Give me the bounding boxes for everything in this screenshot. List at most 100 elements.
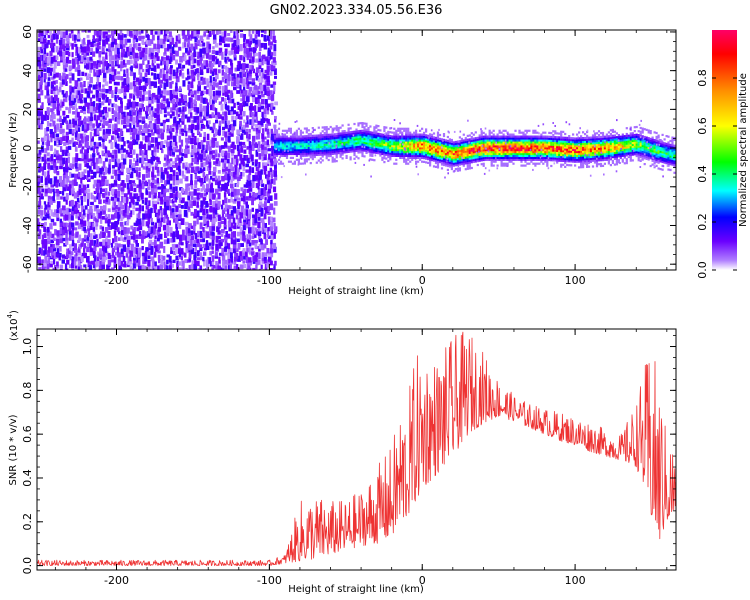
heatmap-cell [128,101,133,108]
heatmap-cell [254,227,257,231]
heatmap-cell [89,125,93,130]
heatmap-cell [218,80,223,85]
heatmap-cell [202,256,205,262]
heatmap-cell [444,154,448,157]
heatmap-cell [415,162,418,165]
heatmap-cell [158,95,161,99]
heatmap-cell [164,213,168,219]
heatmap-cell [133,125,136,129]
heatmap-cell [92,35,95,41]
heatmap-cell [86,90,91,98]
heatmap-cell [224,115,228,121]
heatmap-cell [40,78,43,85]
heatmap-cell [227,37,231,42]
heatmap-cell [129,154,133,158]
heatmap-cell [363,137,366,141]
heatmap-cell [190,191,195,196]
heatmap-cell [230,37,234,43]
heatmap-cell [181,132,185,136]
heatmap-cell [160,217,164,223]
heatmap-cell [114,221,118,228]
heatmap-cell [199,144,202,150]
heatmap-cell [56,170,60,176]
heatmap-cell [105,89,109,94]
heatmap-cell [126,174,129,180]
heatmap-cell [235,214,239,220]
heatmap-cell [188,107,192,115]
heatmap-cell [415,149,418,152]
heatmap-cell [353,148,356,151]
heatmap-cell [105,196,110,203]
heatmap-cell [226,159,230,164]
heatmap-cell [417,152,420,156]
heatmap-cell [427,161,430,164]
heatmap-cell [379,148,382,151]
heatmap-cell [192,243,197,247]
heatmap-cell [174,157,177,163]
heatmap-cell [267,162,270,166]
heatmap-cell [49,199,53,205]
heatmap-cell [92,153,96,158]
heatmap-cell [122,48,126,55]
heatmap-cell [363,130,366,133]
heatmap-cell [381,150,384,154]
heatmap-cell [220,137,224,141]
heatmap-cell [139,72,143,80]
heatmap-cell [117,207,121,212]
heatmap-cell [84,51,87,58]
heatmap-cell [61,149,65,155]
heatmap-cell [56,217,60,222]
heatmap-cell [239,55,243,61]
heatmap-cell [333,146,336,149]
heatmap-cell [46,52,49,56]
heatmap-cell [299,152,302,156]
heatmap-cell [191,260,196,266]
heatmap-cell [162,67,165,75]
heatmap-cell [285,129,289,132]
heatmap-cell [291,147,294,150]
heatmap-cell [102,58,106,66]
heatmap-cell [335,156,338,159]
heatmap-cell [76,37,81,42]
heatmap-cell [69,171,72,178]
heatmap-cell [232,206,236,213]
heatmap-cell [179,238,183,245]
heatmap-cell [71,58,76,65]
heatmap-cell [236,231,241,237]
heatmap-cell [438,155,442,158]
heatmap-cell [78,127,81,132]
heatmap-cell [60,196,63,200]
heatmap-cell [138,179,141,187]
heatmap-cell [104,31,108,35]
heatmap-cell [281,162,285,165]
heatmap-cell [236,189,240,196]
heatmap-cell [154,212,158,217]
heatmap-cell [289,152,292,156]
heatmap-cell [151,179,155,183]
heatmap-cell [293,152,296,156]
heatmap-cell [53,152,57,158]
heatmap-cell [215,261,218,267]
heatmap-cell [199,114,202,121]
heatmap-cell [413,156,416,159]
heatmap-cell [197,94,201,101]
heatmap-cell [243,184,248,188]
heatmap-cell [371,149,374,152]
heatmap-cell [301,131,304,134]
heatmap-cell [197,268,200,270]
heatmap-cell [237,149,241,157]
heatmap-cell [205,191,208,195]
heatmap-cell [157,141,161,146]
heatmap-cell [436,160,440,163]
heatmap-cell [53,209,57,215]
heatmap-cell [159,195,164,201]
heatmap-cell [145,68,149,73]
heatmap-cell [200,200,204,208]
heatmap-cell [413,152,416,156]
heatmap-cell [423,135,426,138]
heatmap-cell [266,65,270,73]
heatmap-cell [295,139,298,142]
heatmap-cell [238,221,243,227]
heatmap-cell [355,149,358,152]
heatmap-cell [239,217,242,223]
